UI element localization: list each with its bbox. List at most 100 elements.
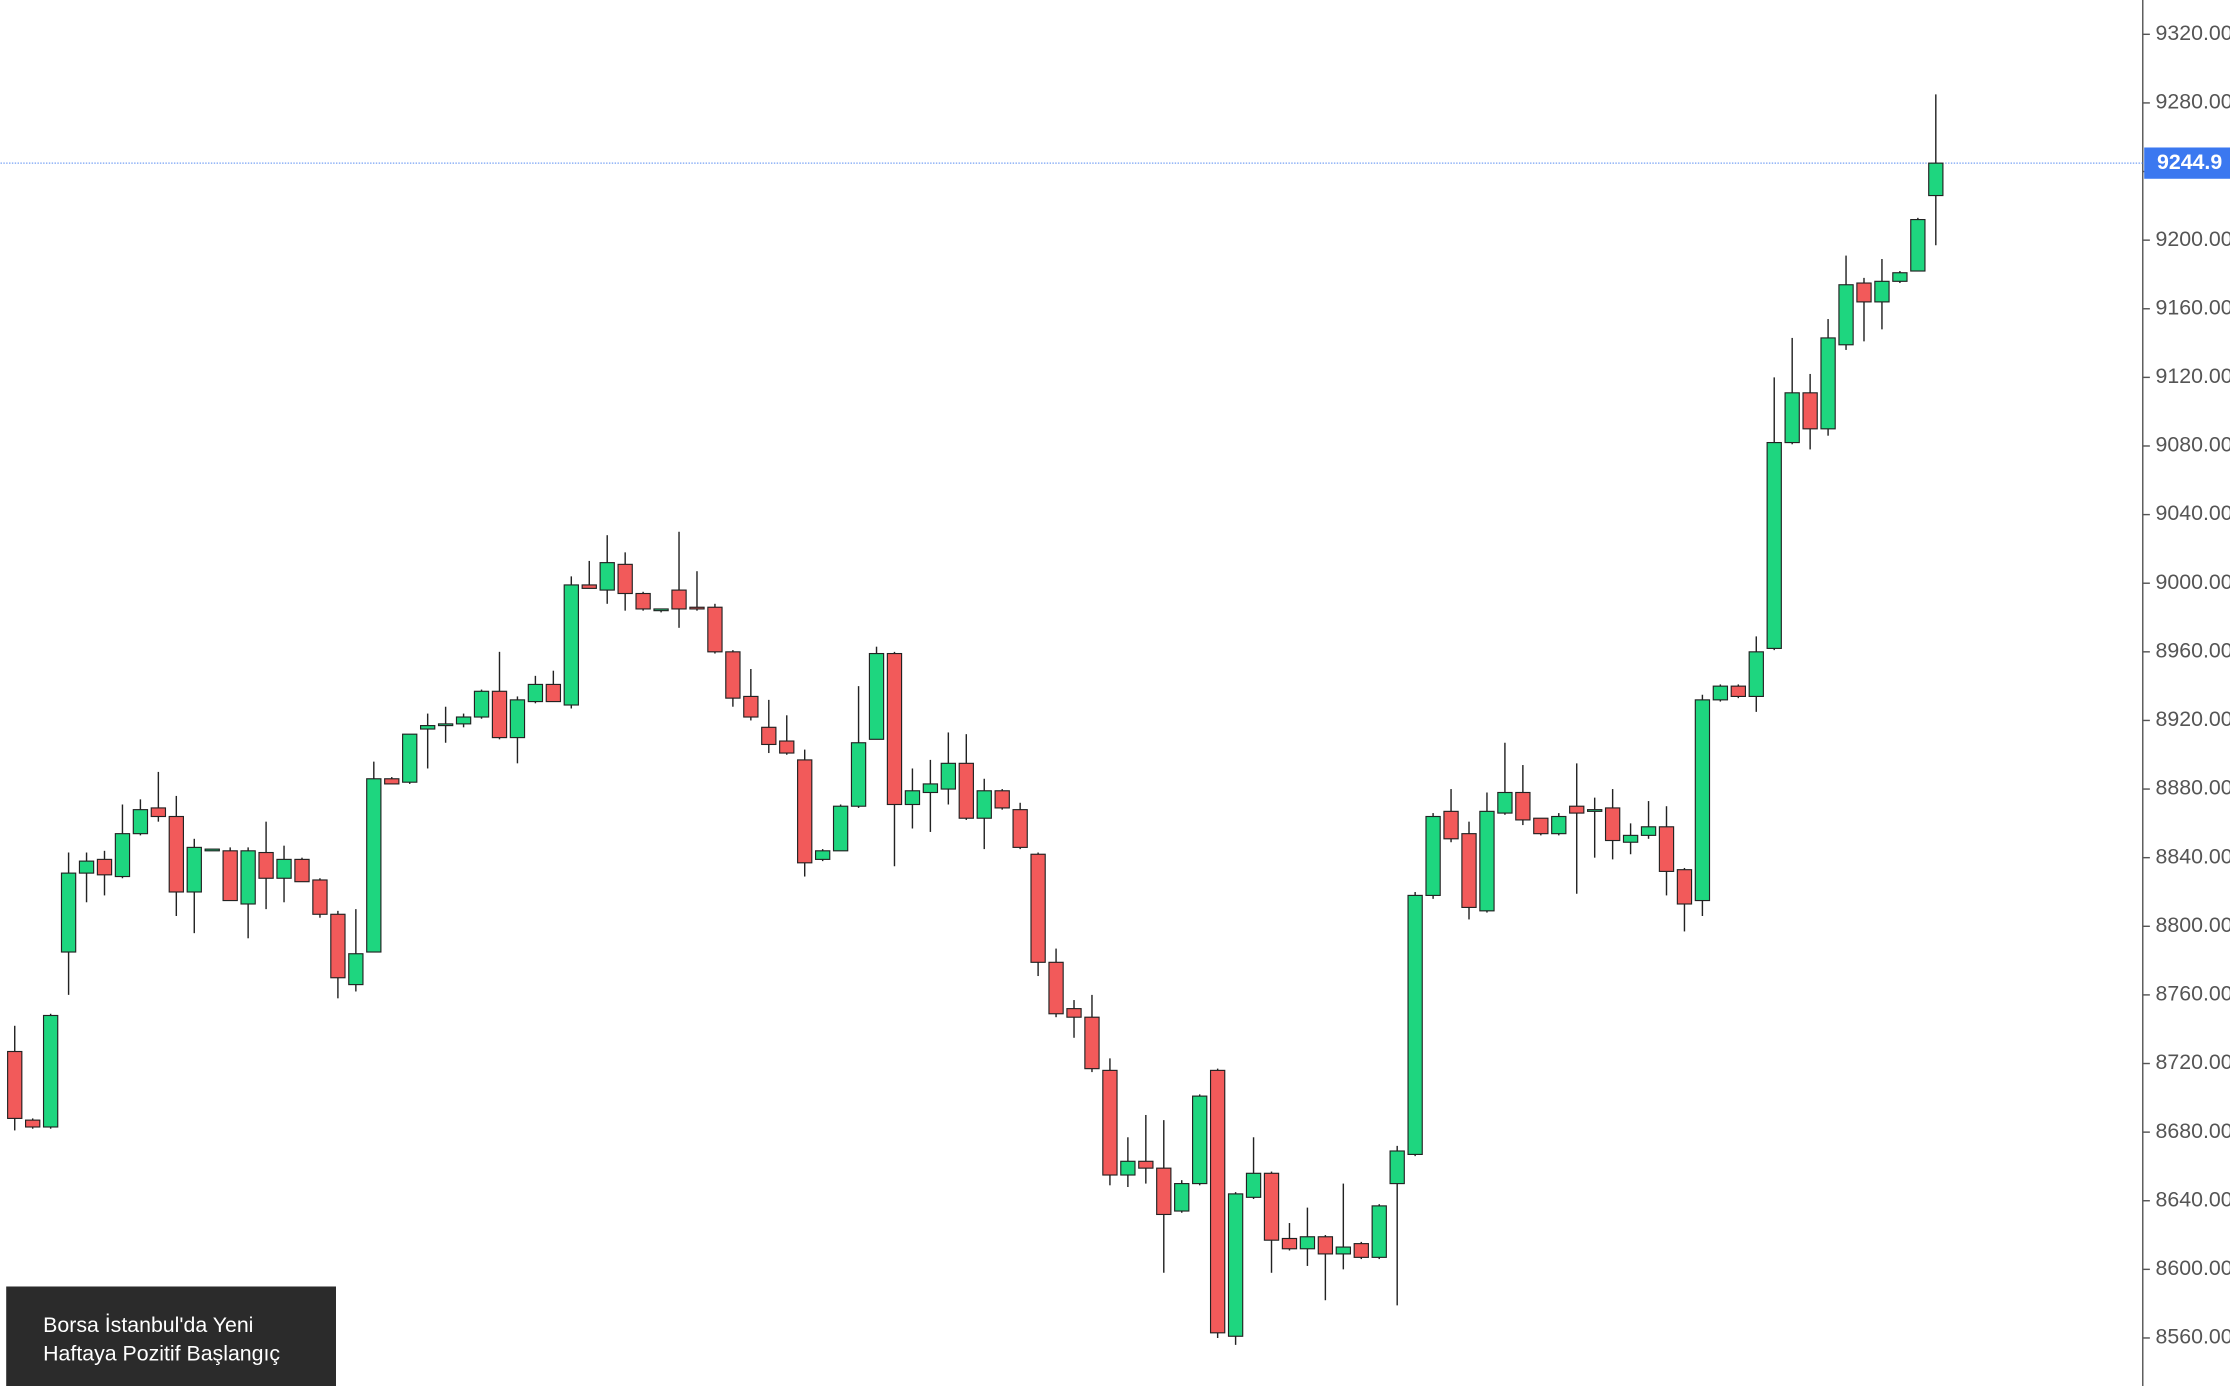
candle-body <box>419 725 436 730</box>
candle-body <box>527 683 544 703</box>
candle-body <box>1820 337 1836 430</box>
candle-body <box>689 606 705 610</box>
candle-body <box>1479 810 1495 912</box>
candle-body <box>1712 685 1729 701</box>
candle-body <box>1012 809 1028 848</box>
candle-body <box>1910 218 1926 272</box>
candle-body <box>707 606 723 653</box>
candle-body <box>814 850 831 860</box>
candle-body <box>1245 1172 1262 1198</box>
candle-body <box>402 733 418 783</box>
candle-body <box>1048 961 1064 1015</box>
candle-body <box>1569 805 1585 814</box>
candle-body <box>1730 685 1746 697</box>
candle-body <box>1694 699 1711 902</box>
candle-body <box>671 589 687 610</box>
y-tick-label: 9040.00 <box>2156 501 2230 525</box>
current-price-badge <box>2144 147 2230 179</box>
candle-body <box>1892 272 1908 282</box>
candle-body <box>779 740 795 754</box>
candle-body <box>1084 1016 1100 1070</box>
candle-body <box>1766 441 1782 649</box>
candle-body <box>330 913 346 979</box>
candle-body <box>868 652 885 740</box>
candle-body <box>222 850 238 902</box>
candle-body <box>348 953 364 986</box>
candle-body <box>384 778 400 785</box>
candle-body <box>491 690 508 739</box>
candle-body <box>1533 817 1549 835</box>
candle-body <box>886 652 903 806</box>
candle-body <box>1407 894 1423 1155</box>
candle-body <box>276 858 292 879</box>
candle-body <box>96 858 113 876</box>
candle-body <box>1676 869 1693 905</box>
candle-body <box>60 872 77 953</box>
candle-body <box>994 790 1010 809</box>
candle-body <box>1066 1008 1082 1018</box>
candle-body <box>366 778 382 953</box>
candle-body <box>1389 1150 1405 1185</box>
candle-body <box>1461 833 1477 908</box>
candle-body <box>1174 1183 1190 1212</box>
candle-body <box>1227 1193 1244 1337</box>
candle-body <box>1856 282 1872 303</box>
candle-body <box>1443 810 1459 840</box>
candle-body <box>42 1014 59 1128</box>
candle-body <box>832 805 849 852</box>
candle-body <box>797 759 813 864</box>
candle-body <box>761 726 777 746</box>
candle-body <box>455 716 472 725</box>
candle-body <box>1587 809 1603 812</box>
candle-body <box>150 807 167 818</box>
y-tick-label: 8680.00 <box>2156 1119 2230 1143</box>
y-tick-label: 8960.00 <box>2156 638 2230 662</box>
candle-body <box>1263 1172 1280 1241</box>
candle-body <box>653 608 669 612</box>
candle-body <box>1299 1236 1316 1250</box>
candle-body <box>473 690 490 718</box>
candle-body <box>258 851 274 879</box>
caption-line: Borsa İstanbul'da Yeni <box>43 1313 253 1337</box>
candle-body <box>1497 791 1513 814</box>
y-tick-label: 9160.00 <box>2156 295 2230 319</box>
candle-body <box>7 1050 23 1119</box>
candle-body <box>1748 651 1764 697</box>
caption-background <box>6 1286 336 1386</box>
y-tick-label: 9200.00 <box>2156 227 2230 251</box>
y-tick-label: 8880.00 <box>2156 776 2230 800</box>
candle-body <box>25 1119 41 1128</box>
candle-body <box>1371 1205 1387 1258</box>
candle-body <box>976 790 992 819</box>
y-tick-label: 9080.00 <box>2156 433 2230 457</box>
current-price-label: 9244.9 <box>2157 150 2222 174</box>
candle-body <box>1120 1160 1136 1176</box>
candle-body <box>743 695 759 718</box>
candle-body <box>1281 1237 1298 1250</box>
candle-body <box>545 683 562 703</box>
y-tick-label: 8720.00 <box>2156 1050 2230 1074</box>
candle-body <box>1156 1167 1172 1216</box>
candle-body <box>312 879 328 915</box>
candle-body <box>922 783 939 794</box>
candle-body <box>1551 815 1567 835</box>
candle-body <box>1425 815 1441 896</box>
y-tick-label: 8560.00 <box>2156 1325 2230 1349</box>
caption-line: Haftaya Pozitif Başlangıç <box>43 1341 280 1365</box>
candle-body <box>1102 1069 1118 1176</box>
y-tick-label: 9280.00 <box>2156 90 2230 114</box>
candle-body <box>563 584 579 706</box>
y-tick-label: 8800.00 <box>2156 913 2230 937</box>
candle-body <box>1030 853 1046 963</box>
y-tick-label: 8640.00 <box>2156 1187 2230 1211</box>
candle-body <box>1802 392 1818 430</box>
candle-body <box>1317 1236 1334 1255</box>
candle-body <box>168 815 184 893</box>
candle-body <box>1138 1160 1154 1169</box>
candle-body <box>1353 1243 1369 1258</box>
candle-body <box>204 848 220 852</box>
candle-body <box>904 790 921 806</box>
candle-body <box>186 846 202 893</box>
candle-body <box>599 562 615 591</box>
